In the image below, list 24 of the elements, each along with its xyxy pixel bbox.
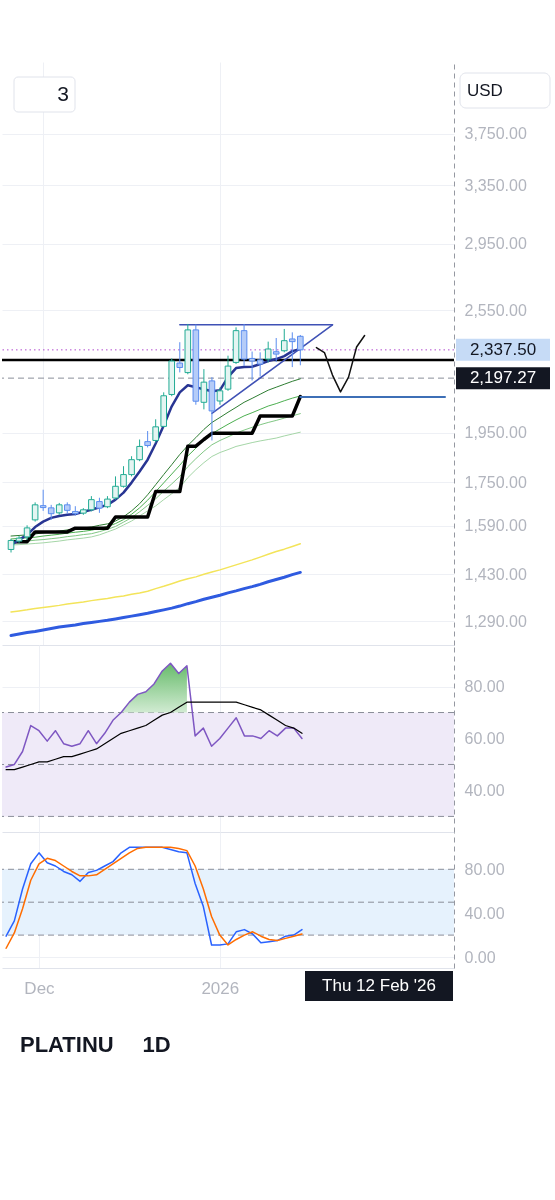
y-axis-title: USD [467, 81, 503, 100]
y-tick-label: 60.00 [464, 730, 505, 747]
y-tick-label: 1,590.00 [464, 517, 527, 535]
y-tick-label: 0.00 [464, 948, 496, 966]
ref-line-label: 2,197.27 [469, 368, 537, 388]
y-tick-label: 1,950.00 [464, 424, 527, 442]
y-tick-label: 1,750.00 [464, 473, 527, 491]
y-tick-label: 80.00 [464, 860, 505, 878]
x-tick-label: 2026 [201, 978, 240, 998]
y-tick-label: 2,950.00 [464, 235, 527, 253]
text: Thu 12 Feb '26 [322, 976, 436, 995]
text: 1D [142, 1032, 171, 1057]
y-tick-label: 40.00 [464, 904, 505, 922]
text: PLATINU [20, 1032, 114, 1057]
annotation: 3 [57, 82, 69, 105]
y-tick-label: 40.00 [464, 781, 505, 799]
y-tick-label: 1,430.00 [464, 565, 527, 583]
y-tick-label: 3,350.00 [464, 176, 527, 194]
y-tick-label: 3,750.00 [464, 125, 527, 143]
x-tick-label: Dec [24, 978, 56, 998]
y-tick-label: 2,550.00 [464, 301, 527, 319]
y-tick-label: 1,290.00 [464, 612, 527, 630]
ref-line-label: 2,337.50 [469, 339, 537, 359]
y-tick-label: 80.00 [464, 678, 505, 696]
